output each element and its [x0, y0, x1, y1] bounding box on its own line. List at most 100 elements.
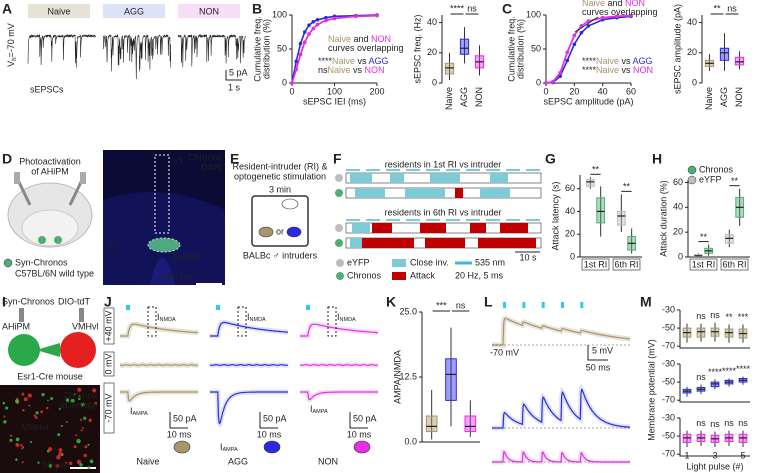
scale-label: 50 ms: [586, 362, 611, 372]
annotation: Naive and NON: [582, 0, 645, 8]
x-tick-label: 0: [289, 86, 294, 96]
significance: **: [700, 232, 708, 242]
nmda-window: [147, 306, 157, 337]
vh-part: h: [12, 57, 18, 60]
panel-label: C: [502, 1, 512, 17]
cdf-point: [572, 42, 577, 47]
x-tick-label: NON: [474, 87, 484, 107]
light-pulse: [503, 302, 507, 308]
trace: [492, 388, 631, 429]
legend-label: Close inv.: [410, 257, 449, 267]
y-tick-label: -30: [662, 412, 675, 422]
y-tick-label: 25.0: [399, 306, 417, 316]
group-frame: [720, 258, 749, 271]
label-part: NMDA: [160, 317, 177, 323]
y-tick-label: 20: [687, 47, 697, 57]
panel-label: K: [386, 294, 396, 310]
legend-marker: [687, 175, 697, 185]
y-tick-label: 50: [277, 43, 287, 53]
group-header: [28, 4, 90, 18]
significance: ns: [696, 372, 706, 382]
row-title: residents in 6th RI vs intruder: [384, 207, 501, 217]
cdf-point: [290, 81, 294, 85]
vh-part: V: [6, 61, 16, 67]
scale-label: 10 ms: [167, 429, 192, 439]
cdf-point: [324, 18, 328, 23]
label: 3 min: [269, 184, 291, 194]
annotation-part: and: [351, 34, 371, 44]
cell: [65, 421, 68, 424]
cell: [15, 437, 20, 442]
cell: [58, 448, 63, 452]
x-tick-label: 60: [626, 86, 636, 96]
cell: [10, 434, 13, 437]
box: [445, 358, 457, 401]
cell: [81, 426, 84, 429]
nmda-label: INMDA: [157, 312, 176, 323]
panel-label: D: [2, 151, 12, 167]
group-name: Naive: [136, 456, 159, 466]
label: VMHvl: [72, 321, 99, 331]
cell: [87, 443, 90, 446]
label: Esr1-Cre mouse: [17, 371, 83, 381]
cell: [23, 397, 28, 402]
group-name: Naive: [47, 6, 70, 16]
x-tick-label: 5: [740, 450, 745, 460]
y-tick-label: -70: [662, 395, 675, 405]
label-part: I: [310, 404, 313, 414]
light-pulse: [306, 305, 310, 310]
label-part: NMDA: [250, 317, 267, 323]
image-label: o.f.: [172, 156, 185, 166]
group-frame: [689, 258, 718, 271]
panel-label: H: [652, 151, 662, 167]
cell: [21, 461, 24, 464]
scale-bar: [587, 345, 608, 361]
cdf-point: [572, 33, 577, 38]
y-tick-label: 12.5: [399, 371, 417, 381]
cdf-point: [565, 50, 570, 55]
cell: [45, 406, 49, 410]
image-label: VMHvl: [22, 422, 49, 432]
trace-positive: [210, 321, 288, 337]
y-axis-label: Attack latency (s): [550, 181, 560, 250]
cell: [21, 392, 25, 396]
scale-label: 10 ms: [257, 429, 282, 439]
cell: [89, 459, 94, 464]
y-tick-label: 100: [272, 9, 287, 19]
significance: ns: [738, 418, 748, 428]
mouse-icon: [173, 440, 191, 454]
panel-label: A: [2, 1, 12, 17]
scale-label: 10 ms: [347, 429, 372, 439]
cell: [47, 447, 53, 452]
cell: [2, 401, 6, 405]
label: -70 mV: [490, 347, 519, 357]
group-name: AGG: [124, 6, 144, 16]
legend-label: C57BL/6N wild type: [15, 268, 94, 278]
light-pulse: [522, 302, 526, 308]
trace-positive-band: [210, 320, 288, 339]
light-pulse: [216, 305, 220, 310]
cdf-point: [311, 26, 316, 31]
cdf-point: [302, 40, 307, 44]
image-label: 50 µm: [43, 460, 68, 470]
y-tick-label: -70: [662, 341, 675, 351]
image-label: DAPI: [201, 162, 222, 172]
cell: [27, 393, 32, 398]
cell: [74, 393, 77, 396]
box: [734, 56, 745, 66]
x-tick-label: 0: [543, 86, 548, 96]
cell: [73, 445, 77, 449]
x-axis-label: sEPSC IEI (ms): [303, 96, 366, 106]
x-tick-label: AGG: [719, 87, 729, 107]
x-tick-label: AGG: [459, 87, 469, 107]
y-tick-label: 0: [432, 77, 437, 87]
annotation-part: curves overlapping: [582, 7, 658, 17]
x-axis-label: Light pulse (#): [686, 461, 743, 471]
scale-label: 50 pA: [173, 413, 197, 423]
cell: [92, 388, 97, 393]
cell: [75, 434, 78, 437]
y-tick-label: -30: [662, 358, 675, 368]
group-name: NON: [199, 6, 219, 16]
row-frame: [103, 307, 115, 345]
